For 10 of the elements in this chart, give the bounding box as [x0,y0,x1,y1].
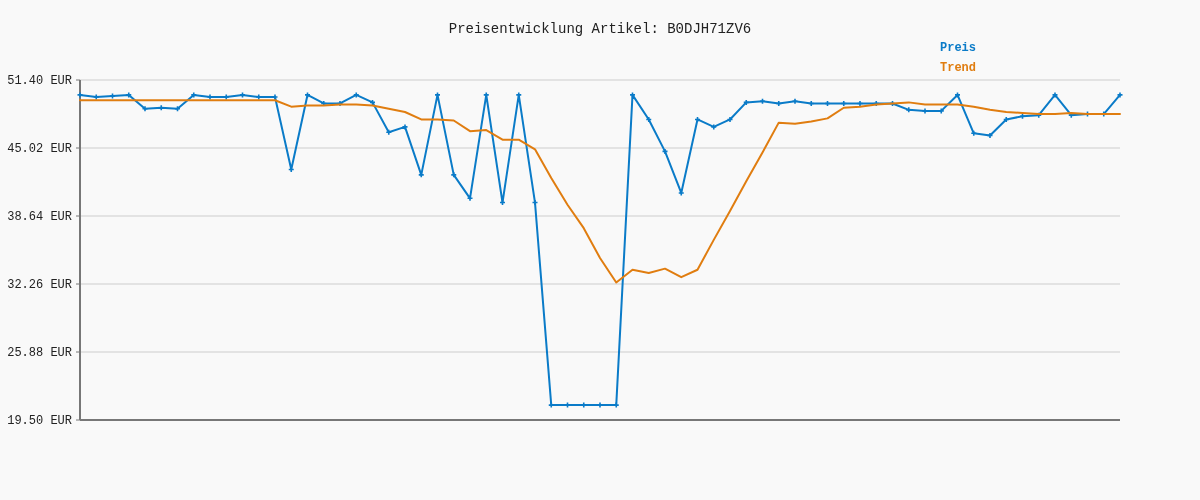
text: Trend [940,61,977,76]
y-tick-label: 51.40 EUR [7,74,72,89]
y-tick-label: 45.02 EUR [7,142,72,157]
y-tick-label: 19.50 EUR [7,414,72,429]
chart-title: Preisentwicklung Artikel: B0DJH71ZV6 [448,21,752,37]
y-tick-label: 25.88 EUR [7,346,72,361]
text: Preis [940,41,977,56]
y-tick-label: 32.26 EUR [7,278,72,293]
line-series [79,99,1121,284]
y-tick-label: 38.64 EUR [7,210,72,225]
